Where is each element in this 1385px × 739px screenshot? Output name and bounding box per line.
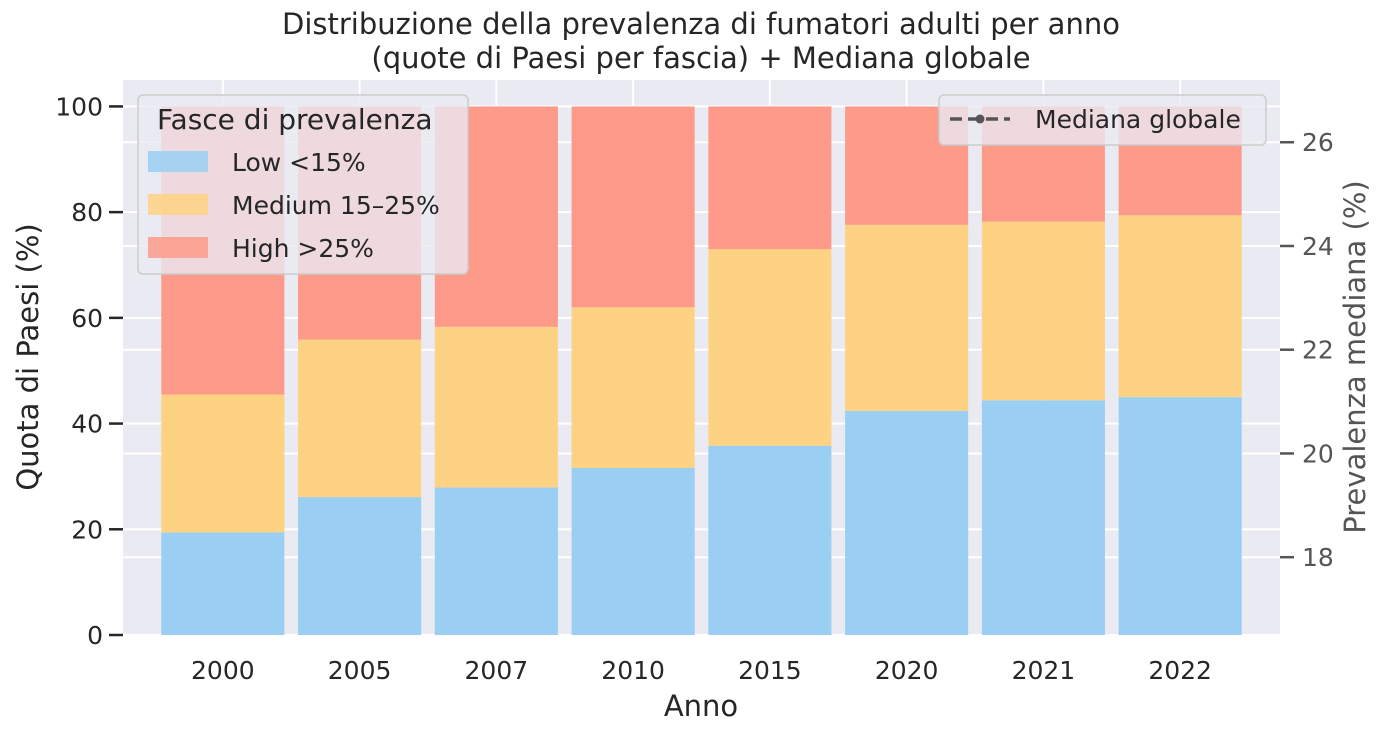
legend-frame <box>137 94 469 275</box>
x-tick-label: 2015 <box>738 656 802 685</box>
line-legend: Mediana globale <box>938 94 1267 146</box>
y2-axis: 18 20 22 24 26 <box>1280 128 1334 572</box>
bar-medium-2005 <box>298 339 422 498</box>
line-legend-label: Mediana globale <box>1035 105 1241 134</box>
bar-low-2000 <box>161 532 285 635</box>
bar-low-2010 <box>571 467 695 635</box>
chart-title-line1: Distribuzione della prevalenza di fumato… <box>282 7 1120 41</box>
bar-high-2015 <box>708 106 832 250</box>
line-legend-point-marker <box>975 114 985 124</box>
y2-tick-label: 26 <box>1302 128 1334 157</box>
legend-swatch-medium <box>148 194 208 215</box>
x-tick-label: 2007 <box>465 656 529 685</box>
line-legend-frame <box>938 94 1267 146</box>
bar-medium-2015 <box>708 249 832 446</box>
x-axis: 2000 2005 2007 2010 2015 2020 2021 2022 <box>191 656 1212 685</box>
x-tick-label: 2000 <box>191 656 255 685</box>
bar-medium-2020 <box>845 224 969 411</box>
bar-medium-2022 <box>1118 215 1242 398</box>
bar-medium-2007 <box>434 326 558 488</box>
y2-axis-label: Prevalenza mediana (%) <box>1338 180 1372 533</box>
bar-low-2005 <box>298 497 422 635</box>
bar-low-2020 <box>845 410 969 635</box>
bar-medium-2021 <box>981 221 1105 401</box>
bar-low-2007 <box>434 487 558 635</box>
chart-title-line2: (quote di Paesi per fascia) + Mediana gl… <box>371 41 1030 75</box>
bar-low-2015 <box>708 445 832 635</box>
x-tick-label: 2022 <box>1148 656 1212 685</box>
legend-title: Fasce di prevalenza <box>157 103 433 136</box>
x-axis-label: Anno <box>664 689 738 723</box>
bar-low-2021 <box>981 400 1105 635</box>
y2-tick-label: 20 <box>1302 439 1334 468</box>
x-tick-label: 2010 <box>601 656 665 685</box>
bar-low-2022 <box>1118 397 1242 635</box>
y-tick-label: 20 <box>71 515 103 544</box>
x-tick-label: 2021 <box>1012 656 1076 685</box>
y-tick-label: 100 <box>55 92 103 121</box>
y-axis: 0 20 40 60 80 100 <box>55 92 123 650</box>
x-tick-label: 2005 <box>328 656 392 685</box>
bar-high-2010 <box>571 106 695 308</box>
y2-tick-label: 18 <box>1302 543 1334 572</box>
legend: Fasce di prevalenza Low <15% Medium 15–2… <box>137 94 469 275</box>
x-tick-label: 2020 <box>875 656 939 685</box>
legend-swatch-low <box>148 151 208 172</box>
y-tick-label: 80 <box>71 198 103 227</box>
y-tick-label: 0 <box>87 621 103 650</box>
y-tick-label: 40 <box>71 410 103 439</box>
y2-tick-label: 24 <box>1302 232 1334 261</box>
legend-label-high: High >25% <box>232 234 374 263</box>
legend-label-medium: Medium 15–25% <box>232 191 440 220</box>
bar-medium-2000 <box>161 394 285 533</box>
y-axis-label: Quota di Paesi (%) <box>11 223 45 490</box>
y-tick-label: 60 <box>71 304 103 333</box>
legend-label-low: Low <15% <box>232 148 366 177</box>
y2-tick-label: 22 <box>1302 336 1334 365</box>
bar-medium-2010 <box>571 307 695 468</box>
legend-swatch-high <box>148 237 208 258</box>
